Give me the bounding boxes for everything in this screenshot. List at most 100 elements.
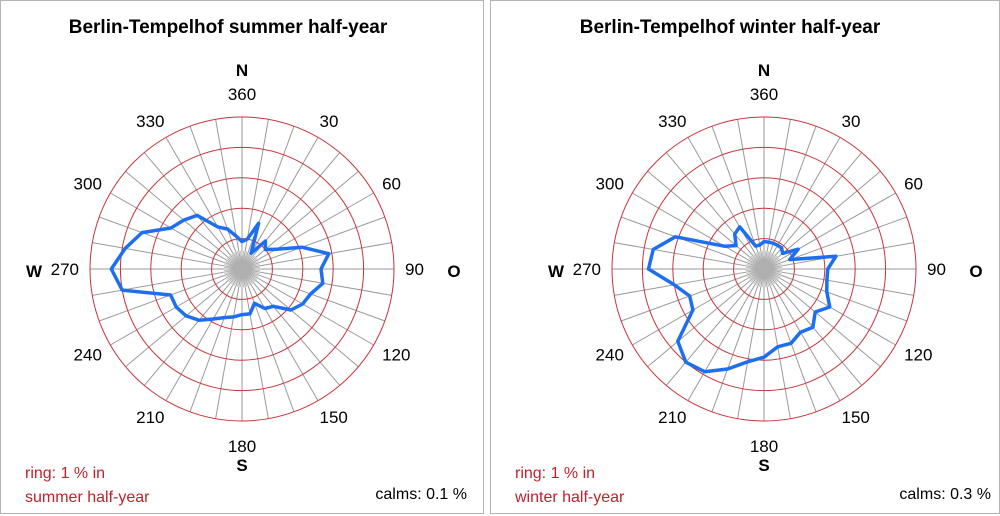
winter-spoke — [711, 272, 764, 413]
winter-ring-note-line-1: ring: 1 % in — [515, 465, 596, 482]
summer-rings — [89, 116, 395, 422]
winter-rings — [611, 116, 917, 422]
winter-ring-1 — [733, 238, 795, 300]
summer-tick-label: 270 — [51, 260, 79, 279]
summer-spoke — [244, 271, 359, 368]
summer-spoke — [242, 272, 295, 413]
winter-cardinals: N S W O — [548, 61, 983, 475]
winter-center-ray — [762, 250, 765, 270]
summer-panel: Berlin-Tempelhof summer half-year 360 30 6… — [0, 0, 484, 514]
winter-tick-labels: 360 30 60 90 120 150 180 210 240 270 300 330 — [573, 85, 946, 456]
winter-spoke — [767, 269, 914, 296]
summer-calms: calms: 0.1 % — [375, 486, 467, 503]
winter-panel: Berlin-Tempelhof winter half-year 360 30 6… — [490, 0, 1000, 514]
summer-spoke — [98, 216, 239, 269]
summer-spoke — [125, 170, 240, 267]
winter-tick-label: 270 — [573, 260, 601, 279]
winter-tick-label: 240 — [596, 346, 624, 365]
summer-cardinal-n: N — [236, 61, 248, 80]
summer-ring-4 — [119, 146, 365, 392]
summer-spoke — [189, 272, 242, 413]
winter-spoke — [767, 242, 914, 269]
summer-spoke — [215, 119, 242, 266]
winter-spoke — [737, 119, 764, 266]
winter-cardinal-w: W — [548, 262, 565, 281]
summer-spoke — [165, 137, 241, 266]
summer-tick-label: 60 — [382, 175, 401, 194]
summer-spoke — [125, 271, 240, 368]
winter-spoke — [632, 192, 761, 268]
summer-tick-label: 360 — [228, 85, 256, 104]
summer-spoke — [245, 269, 386, 322]
winter-frequency-series — [646, 225, 838, 374]
winter-tick-label: 330 — [658, 112, 686, 131]
summer-spoke — [243, 137, 319, 266]
winter-spoke — [647, 271, 762, 368]
winter-spoke — [665, 152, 762, 267]
winter-ring-note: ring: 1 % in winter half-year — [515, 462, 624, 510]
winter-cardinal-n: N — [758, 61, 770, 80]
summer-spoke — [245, 269, 392, 296]
summer-tick-label: 210 — [136, 408, 164, 427]
summer-tick-label: 180 — [228, 437, 256, 456]
winter-ring-note-line-2: winter half-year — [515, 489, 625, 506]
winter-spoke — [767, 269, 908, 322]
summer-tick-labels: 360 30 60 90 120 150 180 210 240 270 300 330 — [51, 85, 424, 456]
summer-frequency-series — [109, 213, 331, 322]
summer-spoke — [243, 272, 319, 401]
summer-spokes — [90, 117, 394, 421]
summer-wind-rose: 360 30 60 90 120 150 180 210 240 270 300 330 N S W O — [26, 61, 461, 475]
winter-spoke — [614, 269, 761, 296]
summer-spoke — [244, 170, 359, 267]
summer-spoke — [242, 125, 295, 266]
winter-spoke — [765, 272, 841, 401]
winter-tick-label: 300 — [596, 175, 624, 194]
summer-cardinal-w: W — [26, 262, 43, 281]
summer-tick-label: 150 — [320, 408, 348, 427]
summer-spoke — [245, 242, 392, 269]
winter-ring-3 — [672, 177, 856, 361]
winter-calms: calms: 0.3 % — [899, 486, 991, 503]
summer-cardinal-o: O — [447, 262, 460, 281]
summer-chart-title: Berlin-Tempelhof summer half-year — [68, 17, 388, 38]
summer-ring-5 — [89, 116, 395, 422]
winter-spoke — [767, 270, 896, 346]
summer-cardinal-s: S — [236, 456, 247, 475]
summer-spoke — [143, 152, 240, 267]
summer-cardinals: N S W O — [26, 61, 461, 475]
summer-spoke — [215, 272, 242, 419]
winter-spoke — [687, 137, 763, 266]
summer-ring-note-line-2: summer half-year — [25, 489, 150, 506]
winter-chart-title: Berlin-Tempelhof winter half-year — [579, 17, 881, 38]
winter-tick-label: 360 — [750, 85, 778, 104]
winter-spoke — [620, 216, 761, 269]
summer-spoke — [143, 271, 240, 386]
winter-tick-label: 90 — [927, 260, 946, 279]
summer-tick-label: 330 — [136, 112, 164, 131]
winter-spoke — [614, 242, 761, 269]
winter-spokes — [612, 117, 916, 421]
summer-tick-label: 120 — [382, 346, 410, 365]
summer-ring-note-line-1: ring: 1 % in — [25, 465, 106, 482]
panel-divider — [484, 0, 490, 516]
winter-cardinal-o: O — [969, 262, 982, 281]
winter-ring-4 — [641, 146, 887, 392]
summer-spoke — [245, 216, 386, 269]
summer-tick-label: 90 — [405, 260, 424, 279]
winter-spoke — [766, 170, 881, 267]
winter-tick-label: 180 — [750, 437, 778, 456]
summer-ring-3 — [150, 177, 334, 361]
summer-tick-label: 240 — [74, 346, 102, 365]
winter-tick-label: 30 — [842, 112, 861, 131]
winter-spoke — [737, 272, 764, 419]
summer-spoke — [242, 272, 269, 419]
summer-spoke — [110, 192, 239, 268]
winter-spoke — [665, 271, 762, 386]
winter-cardinal-s: S — [758, 456, 769, 475]
winter-spoke — [687, 272, 763, 401]
summer-center-ray — [240, 250, 243, 270]
winter-spoke — [647, 170, 762, 267]
summer-tick-label: 300 — [74, 175, 102, 194]
winter-tick-label: 150 — [842, 408, 870, 427]
